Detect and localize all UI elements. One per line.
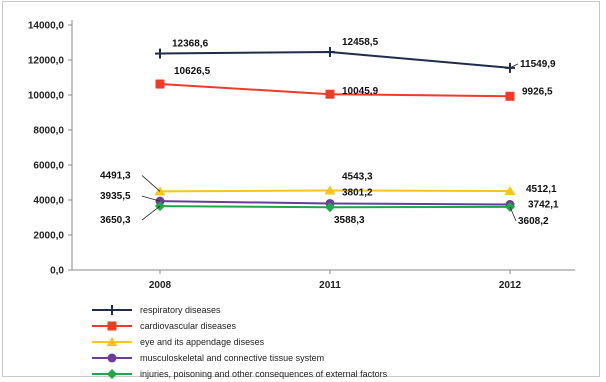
y-tick-label: 14000,0 xyxy=(28,21,65,32)
series-3 xyxy=(154,185,516,196)
data-label: 4491,3 xyxy=(100,170,131,181)
data-label: 12368,6 xyxy=(172,39,209,50)
data-point xyxy=(505,91,515,101)
series-2 xyxy=(155,79,515,101)
data-label: 3588,3 xyxy=(334,215,365,226)
legend-item: respiratory diseases xyxy=(92,302,387,318)
data-point xyxy=(324,185,336,195)
legend-item: eye and its appendage diseses xyxy=(92,334,387,350)
data-label: 3742,1 xyxy=(528,200,559,211)
data-label: 3650,3 xyxy=(100,215,131,226)
legend-swatch xyxy=(92,337,132,346)
data-point xyxy=(155,48,165,59)
y-tick-label: 4000,0 xyxy=(33,196,64,207)
y-tick-label: 10000,0 xyxy=(28,91,65,102)
legend-label: musculoskeletal and connective tissue sy… xyxy=(140,353,325,363)
series-line xyxy=(159,189,511,193)
legend-label: injuries, poisoning and other consequenc… xyxy=(140,369,388,379)
chart-frame xyxy=(2,1,600,377)
legend-item: cardiovascular diseases xyxy=(92,318,387,334)
series-line xyxy=(159,200,511,206)
series-line xyxy=(159,205,511,209)
legend-swatch xyxy=(92,353,132,363)
line-chart: 0,0 2000,0 4000,0 6000,0 8000,0 10000,0 12000,… xyxy=(28,20,575,291)
y-tick-label: 6000,0 xyxy=(33,161,64,172)
data-point xyxy=(107,305,117,315)
axes: 0,0 2000,0 4000,0 6000,0 8000,0 10000,0 12000,… xyxy=(28,20,575,291)
y-tick-label: 2000,0 xyxy=(33,231,64,242)
label-leader-line xyxy=(509,206,517,222)
series-line xyxy=(159,83,511,98)
data-point xyxy=(107,353,117,363)
y-tick-label: 8000,0 xyxy=(33,126,64,137)
data-label: 12458,5 xyxy=(342,37,379,48)
data-label: 9926,5 xyxy=(522,86,553,97)
legend-label: eye and its appendage diseses xyxy=(140,337,265,347)
legend: respiratory diseases cardiovascular disea… xyxy=(92,302,387,382)
data-label: 3801,2 xyxy=(342,187,373,198)
data-labels: 12368,6 12458,5 11549,9 10626,5 10045,9 9926,… xyxy=(100,37,559,227)
y-tick-label: 12000,0 xyxy=(28,56,65,67)
data-label: 10045,9 xyxy=(342,86,379,97)
label-leader-line xyxy=(141,195,161,202)
x-tick-label: 2011 xyxy=(319,280,341,291)
data-label: 3608,2 xyxy=(518,216,549,227)
data-label: 4543,3 xyxy=(342,171,373,182)
data-label: 4512,1 xyxy=(526,184,557,195)
data-point xyxy=(325,202,335,213)
y-tick-label: 0,0 xyxy=(50,266,64,277)
label-leader-line xyxy=(509,63,519,69)
data-point xyxy=(325,89,335,99)
data-point xyxy=(155,79,165,89)
legend-swatch xyxy=(92,305,132,315)
legend-item: musculoskeletal and connective tissue sy… xyxy=(92,350,387,366)
legend-label: cardiovascular diseases xyxy=(140,321,237,331)
legend-label: respiratory diseases xyxy=(140,305,221,315)
data-point xyxy=(504,186,516,196)
data-label: 10626,5 xyxy=(174,66,211,77)
data-label: 3935,5 xyxy=(100,191,131,202)
legend-swatch xyxy=(92,369,132,379)
series-line xyxy=(159,50,511,69)
data-point xyxy=(106,337,118,346)
legend-item: injuries, poisoning and other consequenc… xyxy=(92,366,387,382)
x-tick-label: 2012 xyxy=(499,280,522,291)
x-tick-label: 2008 xyxy=(149,280,172,291)
data-point xyxy=(107,369,117,379)
label-leader-line xyxy=(141,205,161,221)
legend-swatch xyxy=(92,321,132,331)
data-point xyxy=(107,321,117,331)
label-leader-line xyxy=(141,175,161,192)
data-point xyxy=(325,46,335,57)
data-label: 11549,9 xyxy=(520,59,556,70)
